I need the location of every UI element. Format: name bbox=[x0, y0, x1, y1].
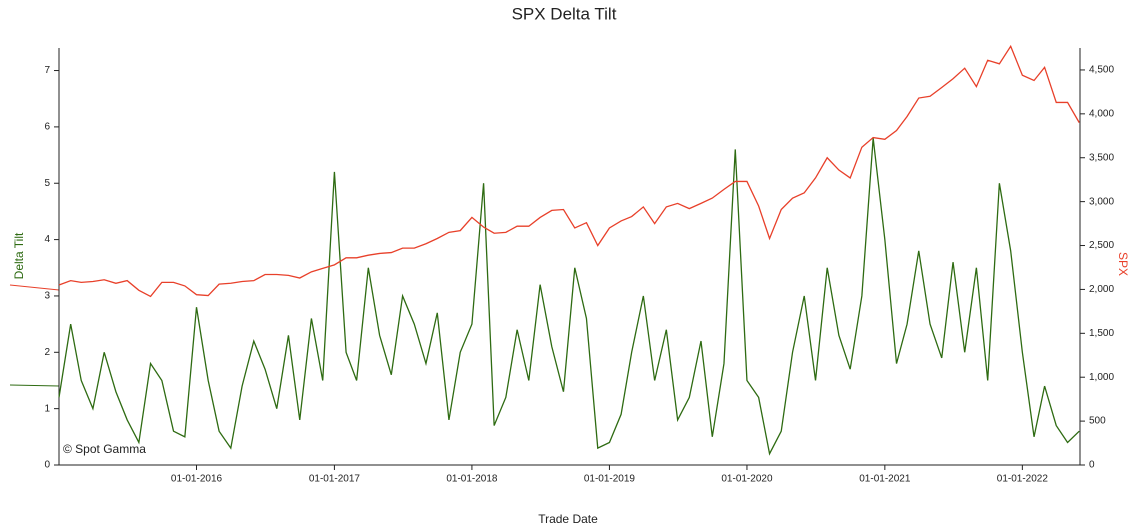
line-series bbox=[58, 138, 1080, 456]
x-axis-label: Trade Date bbox=[538, 512, 598, 526]
y2-tick-label: 4,000 bbox=[1089, 108, 1114, 119]
x-tick-label: 01-01-2017 bbox=[309, 474, 361, 485]
x-tick-label: 01-01-2022 bbox=[997, 474, 1049, 485]
x-tick-label: 01-01-2021 bbox=[859, 474, 911, 485]
y-tick-label: 4 bbox=[44, 234, 50, 245]
y-axis-label: Delta Tilt bbox=[12, 232, 26, 279]
watermark: © Spot Gamma bbox=[63, 442, 146, 456]
chart-title: SPX Delta Tilt bbox=[512, 4, 617, 23]
y2-axis-label: SPX bbox=[1116, 252, 1128, 276]
legend-stub bbox=[9, 284, 60, 291]
y-tick-label: 6 bbox=[44, 122, 50, 133]
legend-stub bbox=[9, 384, 60, 387]
y2-tick-label: 3,000 bbox=[1089, 196, 1114, 207]
y-tick-label: 0 bbox=[44, 460, 50, 471]
y2-tick-label: 2,000 bbox=[1089, 284, 1114, 295]
y-tick-label: 1 bbox=[44, 403, 50, 414]
y2-tick-label: 1,500 bbox=[1089, 328, 1114, 339]
y2-tick-label: 4,500 bbox=[1089, 65, 1114, 76]
x-tick-label: 01-01-2019 bbox=[584, 474, 636, 485]
y2-tick-label: 3,500 bbox=[1089, 152, 1114, 163]
y-tick-label: 3 bbox=[44, 291, 50, 302]
y2-tick-label: 0 bbox=[1089, 460, 1095, 471]
line-series bbox=[58, 44, 1080, 298]
y-tick-label: 5 bbox=[44, 178, 50, 189]
y2-tick-label: 500 bbox=[1089, 416, 1106, 427]
x-tick-label: 01-01-2016 bbox=[171, 474, 223, 485]
y2-tick-label: 1,000 bbox=[1089, 372, 1114, 383]
y-tick-label: 7 bbox=[44, 65, 50, 76]
x-tick-label: 01-01-2018 bbox=[446, 474, 498, 485]
y2-tick-label: 2,500 bbox=[1089, 240, 1114, 251]
y-tick-label: 2 bbox=[44, 347, 50, 358]
x-tick-label: 01-01-2020 bbox=[721, 474, 773, 485]
